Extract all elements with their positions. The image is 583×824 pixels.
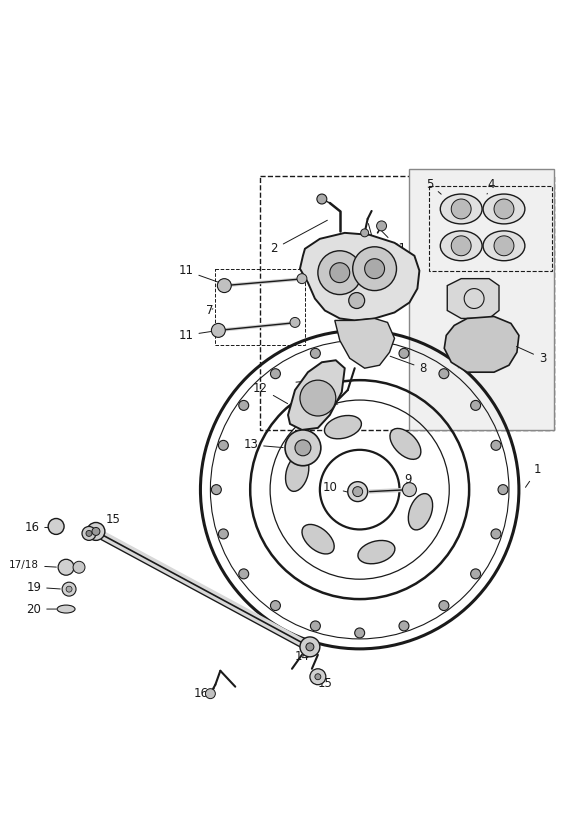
Circle shape: [318, 250, 361, 294]
Circle shape: [66, 586, 72, 592]
Text: 1: 1: [525, 463, 542, 487]
Text: 6: 6: [368, 223, 379, 255]
Circle shape: [297, 274, 307, 283]
Polygon shape: [409, 169, 554, 430]
Ellipse shape: [440, 194, 482, 224]
Circle shape: [330, 263, 350, 283]
Text: 4: 4: [487, 178, 494, 194]
Circle shape: [494, 236, 514, 255]
Text: 12: 12: [253, 382, 287, 404]
Polygon shape: [444, 316, 519, 372]
Circle shape: [295, 440, 311, 456]
Circle shape: [306, 643, 314, 651]
Text: 3: 3: [517, 346, 546, 365]
Text: 15: 15: [98, 513, 121, 530]
Circle shape: [310, 349, 321, 358]
Circle shape: [347, 482, 368, 502]
Text: 17/18: 17/18: [9, 560, 57, 570]
Polygon shape: [288, 360, 345, 430]
Circle shape: [354, 628, 364, 638]
Text: 10: 10: [323, 481, 347, 494]
Circle shape: [354, 341, 364, 351]
Circle shape: [212, 485, 222, 494]
Circle shape: [349, 293, 364, 308]
Circle shape: [219, 440, 229, 451]
Circle shape: [290, 317, 300, 327]
Text: 15: 15: [318, 677, 333, 691]
Circle shape: [82, 527, 96, 541]
Circle shape: [271, 601, 280, 611]
Ellipse shape: [286, 454, 309, 491]
Circle shape: [498, 485, 508, 494]
Text: 8: 8: [390, 356, 427, 375]
Circle shape: [310, 621, 321, 631]
Bar: [215, 269, 305, 345]
Circle shape: [315, 674, 321, 680]
Circle shape: [87, 522, 105, 541]
Bar: [429, 186, 552, 270]
Circle shape: [439, 601, 449, 611]
Text: 14: 14: [295, 650, 310, 663]
Circle shape: [300, 637, 320, 657]
Circle shape: [491, 529, 501, 539]
Text: 21: 21: [381, 231, 406, 255]
Circle shape: [364, 259, 385, 279]
Ellipse shape: [483, 231, 525, 260]
Polygon shape: [300, 233, 419, 321]
Bar: [260, 176, 554, 430]
Circle shape: [300, 380, 336, 416]
Circle shape: [271, 368, 280, 379]
Circle shape: [377, 221, 387, 231]
Polygon shape: [335, 318, 395, 368]
Text: 16: 16: [194, 687, 215, 700]
Ellipse shape: [483, 194, 525, 224]
Ellipse shape: [408, 494, 433, 530]
Circle shape: [399, 621, 409, 631]
Circle shape: [58, 559, 74, 575]
Circle shape: [353, 487, 363, 497]
Circle shape: [317, 194, 327, 204]
Circle shape: [212, 324, 225, 337]
Ellipse shape: [325, 415, 361, 439]
Circle shape: [205, 689, 215, 699]
Circle shape: [285, 430, 321, 466]
Text: 2: 2: [271, 220, 328, 255]
Text: 9: 9: [405, 473, 412, 492]
Circle shape: [470, 400, 480, 410]
Circle shape: [310, 669, 326, 685]
Text: 16: 16: [24, 521, 48, 534]
Circle shape: [86, 531, 92, 536]
Circle shape: [239, 569, 249, 578]
Circle shape: [402, 483, 416, 497]
Ellipse shape: [57, 605, 75, 613]
Circle shape: [239, 400, 249, 410]
Text: 20: 20: [26, 602, 57, 616]
Polygon shape: [447, 279, 499, 318]
Circle shape: [353, 247, 396, 291]
Ellipse shape: [390, 428, 421, 459]
Text: 11: 11: [178, 329, 216, 342]
Circle shape: [217, 279, 231, 293]
Circle shape: [361, 229, 368, 236]
Circle shape: [219, 529, 229, 539]
Circle shape: [73, 561, 85, 574]
Ellipse shape: [440, 231, 482, 260]
Circle shape: [494, 199, 514, 219]
Circle shape: [491, 440, 501, 451]
Circle shape: [48, 518, 64, 535]
Circle shape: [62, 583, 76, 596]
Ellipse shape: [358, 541, 395, 564]
Circle shape: [439, 368, 449, 379]
Text: 13: 13: [243, 438, 283, 452]
Text: 5: 5: [426, 178, 441, 194]
Ellipse shape: [302, 524, 334, 554]
Circle shape: [451, 236, 471, 255]
Text: 11: 11: [178, 265, 220, 283]
Circle shape: [451, 199, 471, 219]
Circle shape: [399, 349, 409, 358]
Circle shape: [470, 569, 480, 578]
Circle shape: [92, 527, 100, 536]
Text: 19: 19: [26, 581, 60, 593]
Text: 7: 7: [206, 304, 213, 317]
